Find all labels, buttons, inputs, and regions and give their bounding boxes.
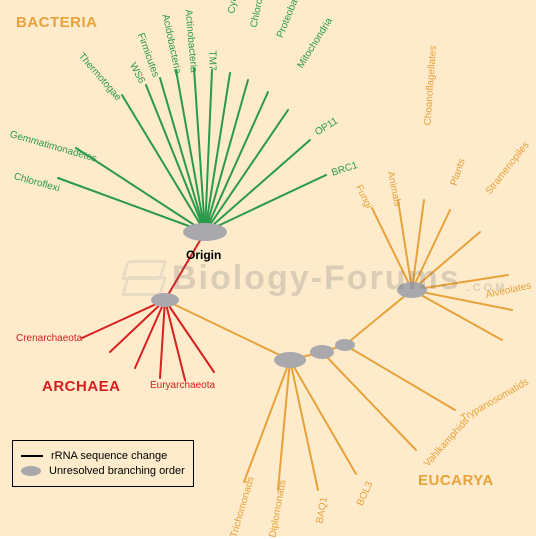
branch-line — [165, 300, 185, 380]
branch-line — [82, 300, 165, 338]
legend-row: rRNA sequence change — [21, 450, 185, 462]
branch-line — [165, 232, 205, 300]
phylogenetic-tree-diagram: Biology-Forums .COM Origin rRNA sequence… — [0, 0, 536, 536]
branch-line — [165, 300, 290, 360]
origin-label: Origin — [186, 248, 221, 262]
branch-line — [345, 290, 412, 345]
branch-line — [205, 175, 326, 232]
branch-line — [290, 360, 318, 490]
branch-line — [345, 345, 455, 410]
legend-text: Unresolved branching order — [49, 465, 185, 477]
branch-line — [58, 178, 205, 232]
unresolved-node-blob — [151, 293, 179, 307]
unresolved-node-blob — [310, 345, 334, 359]
unresolved-node-blob — [274, 352, 306, 368]
legend-line-icon — [21, 455, 43, 457]
legend-blob-icon — [21, 466, 41, 476]
unresolved-node-blob — [397, 282, 427, 298]
branch-line — [205, 92, 268, 232]
branch-label: Euryarchaeota — [150, 380, 215, 391]
branch-line — [110, 300, 165, 352]
branch-line — [278, 360, 290, 490]
unresolved-node-blob — [335, 339, 355, 351]
legend-row: Unresolved branching order — [21, 465, 185, 477]
domain-label: BACTERIA — [16, 14, 98, 31]
domain-label: EUCARYA — [418, 472, 494, 489]
branch-label: TM7 — [207, 51, 218, 71]
unresolved-node-blob — [183, 223, 227, 241]
branch-label: Crenarchaeota — [16, 333, 82, 344]
legend-box: rRNA sequence change Unresolved branching… — [12, 440, 194, 487]
branch-line — [244, 360, 290, 482]
domain-label: ARCHAEA — [42, 378, 121, 395]
legend-text: rRNA sequence change — [51, 450, 167, 462]
branch-line — [322, 352, 416, 450]
